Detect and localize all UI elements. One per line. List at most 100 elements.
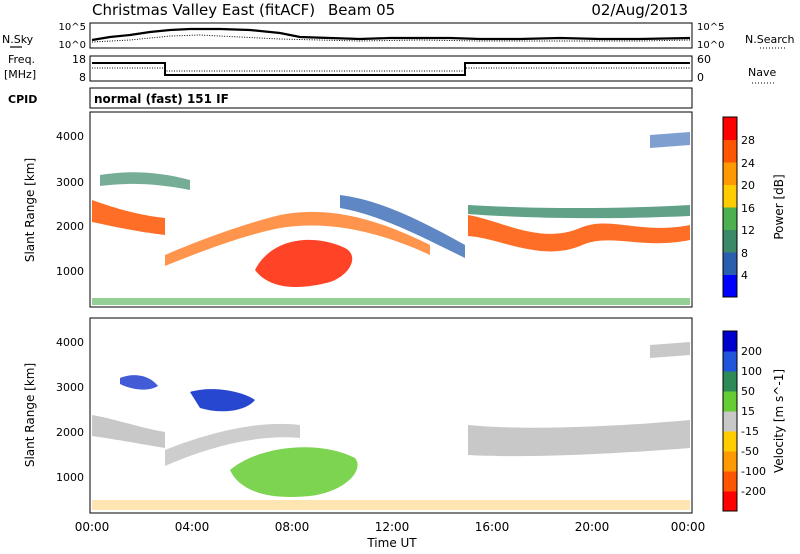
velocity-swatch-0 [723,491,737,512]
velocity-panel: Slant Range [km] 1000 2000 3000 4000 00:… [23,317,706,550]
velocity-cb-tick-100: 100 [741,365,762,378]
power-patch-center [255,239,353,287]
velocity-cb-tick-minus100: -100 [741,465,766,478]
power-colorbar-frame [722,116,738,298]
noise-tick-top-right: 10^5 [697,22,724,33]
power-ylabel: Slant Range [km] [23,158,37,262]
power-band-main [92,200,165,235]
xtick-1200: 12:00 [375,520,410,534]
time-axis: 00:00 04:00 08:00 12:00 16:00 20:00 00:0… [75,520,706,550]
power-swatch-0 [723,274,737,298]
cpid-value: normal (fast) 151 IF [94,92,229,106]
velocity-ytick-1000: 1000 [56,471,84,484]
frequency-panel-frame [89,55,693,82]
velocity-cb-tick-minus15: -15 [741,425,759,438]
nave-label: Nave [748,66,776,79]
xtick-0800: 08:00 [275,520,310,534]
velocity-colorbar: 200 100 50 15 -15 -50 -100 -200 Velocity… [722,330,786,512]
power-cb-tick-4: 4 [741,269,748,282]
velocity-swatch-3 [723,431,737,452]
velocity-upper-right-spot [650,342,690,358]
power-band-right [468,215,690,252]
velocity-cb-tick-15: 15 [741,405,755,418]
noise-panel: N.Sky 10^5 10^0 10^5 10^0 N.Search [2,22,795,51]
noise-left-label: N.Sky [2,33,34,46]
power-upper-right-spot [650,132,690,148]
power-ytick-4000: 4000 [56,130,84,143]
xtick-0000: 00:00 [75,520,110,534]
velocity-arc-grey [165,423,300,466]
power-ytick-2000: 2000 [56,220,84,233]
noise-search-trace [91,34,691,43]
power-swatch-7 [723,117,737,140]
velocity-ylabel: Slant Range [km] [23,363,37,467]
velocity-swatch-1 [723,471,737,492]
velocity-ytick-2000: 2000 [56,426,84,439]
freq-tick-top: 18 [72,53,86,66]
power-cb-tick-24: 24 [741,157,755,170]
power-cb-tick-16: 16 [741,202,755,215]
noise-tick-top-left: 10^5 [59,22,86,33]
velocity-cb-tick-minus200: -200 [741,485,766,498]
power-swatch-6 [723,139,737,163]
power-swatch-1 [723,252,737,275]
velocity-colorbar-swatches [723,331,737,512]
date-label: 02/Aug/2013 [591,1,688,19]
xtick-2000: 20:00 [575,520,610,534]
velocity-swatch-8 [723,331,737,352]
power-yticks: 1000 2000 3000 4000 [56,130,84,278]
freq-unit-label: [MHz] [4,68,36,81]
plot-title: Christmas Valley East (fitACF) [92,1,315,19]
velocity-swatch-7 [723,351,737,372]
frequency-trace [92,62,690,76]
velocity-swatch-5 [723,391,737,412]
power-cb-tick-12: 12 [741,224,755,237]
power-swatch-4 [723,184,737,208]
noise-tick-bottom-right: 10^0 [697,40,724,51]
power-upper-left [100,172,190,190]
noise-tick-bottom-left: 10^0 [59,40,86,51]
velocity-colorbar-frame [722,330,738,512]
nave-trace [92,67,690,72]
cpid-label: CPID [8,93,37,106]
power-colorbar: 4 8 12 16 20 24 28 Power [dB] [722,116,786,298]
power-ytick-3000: 3000 [56,176,84,189]
velocity-swatch-4 [723,411,737,432]
velocity-yticks: 1000 2000 3000 4000 [56,336,84,484]
xtick-2400: 00:00 [671,520,706,534]
velocity-band-main [92,415,165,448]
power-cb-tick-28: 28 [741,134,755,147]
power-arc [165,211,430,266]
velocity-swatch-2 [723,451,737,472]
velocity-echo-bands [92,342,690,510]
xtick-0400: 04:00 [175,520,210,534]
cpid-panel-frame [89,87,693,109]
power-swatch-2 [723,229,737,253]
power-swatch-3 [723,207,737,230]
velocity-ytick-4000: 4000 [56,336,84,349]
velocity-colorbar-label: Velocity [m s^-1] [772,369,786,473]
power-cb-tick-8: 8 [741,247,748,260]
noise-panel-frame [89,22,693,49]
velocity-patch-green [230,447,358,497]
beam-label: Beam 05 [328,1,395,19]
power-cb-tick-20: 20 [741,179,755,192]
velocity-cb-tick-minus50: -50 [741,445,759,458]
nave-tick-top: 60 [697,53,711,66]
velocity-orange-strip [92,500,690,510]
velocity-cb-tick-50: 50 [741,385,755,398]
power-swatch-5 [723,162,737,185]
frequency-panel: Freq. [MHz] 18 8 60 0 Nave [4,53,776,84]
velocity-cb-tick-200: 200 [741,345,762,358]
freq-label: Freq. [8,53,35,66]
velocity-upper-left [120,375,158,390]
nave-tick-bottom: 0 [697,71,704,84]
noise-right-label: N.Search [745,33,795,46]
power-echo-bands [92,132,690,305]
freq-tick-bottom: 8 [79,71,86,84]
velocity-band-right [468,420,690,457]
velocity-panel-frame [89,317,693,514]
power-bottom-strip [92,298,690,305]
power-band-right-edge [468,205,690,219]
